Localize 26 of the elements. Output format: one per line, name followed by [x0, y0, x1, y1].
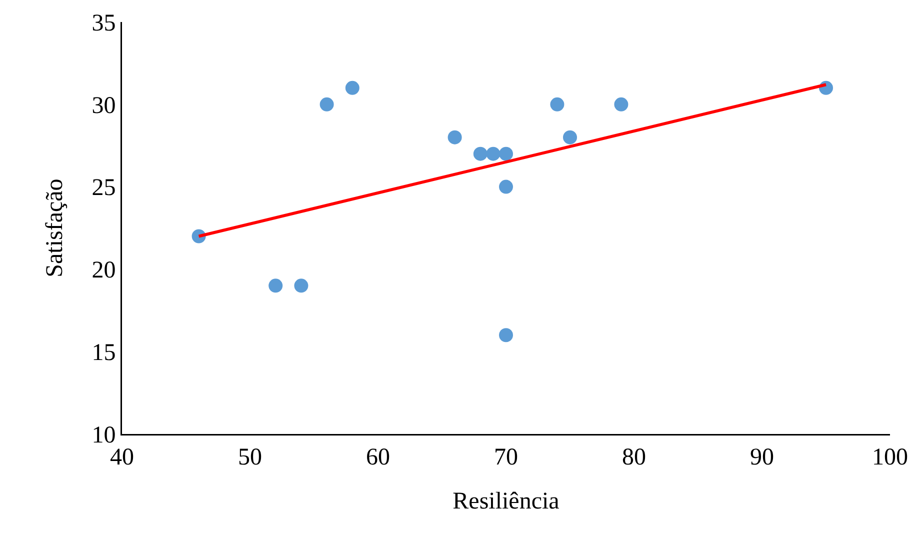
y-tick-label: 35 — [92, 10, 116, 36]
x-tick-label: 70 — [494, 444, 518, 470]
point — [268, 278, 283, 293]
x-tick-label: 60 — [366, 444, 390, 470]
x-tick-label: 80 — [622, 444, 646, 470]
x-tick-label: 90 — [750, 444, 774, 470]
point — [614, 97, 628, 112]
y-tick-label: 15 — [92, 340, 116, 366]
point — [563, 130, 577, 144]
y-axis-title: Satisfação — [42, 178, 68, 278]
point — [499, 146, 513, 161]
point — [448, 130, 462, 144]
y-tick-label: 30 — [92, 92, 116, 119]
point — [473, 146, 488, 161]
x-tick-label: 100 — [872, 444, 908, 470]
y-tick-label: 20 — [92, 258, 116, 284]
point — [294, 278, 308, 293]
x-axis-title: Resiliência — [452, 488, 560, 514]
point — [320, 97, 334, 112]
point — [499, 180, 513, 194]
point — [345, 80, 360, 95]
point — [550, 97, 564, 112]
point — [499, 328, 513, 342]
point — [486, 146, 500, 161]
y-tick-label: 25 — [92, 175, 116, 202]
x-tick-label: 50 — [238, 444, 262, 470]
